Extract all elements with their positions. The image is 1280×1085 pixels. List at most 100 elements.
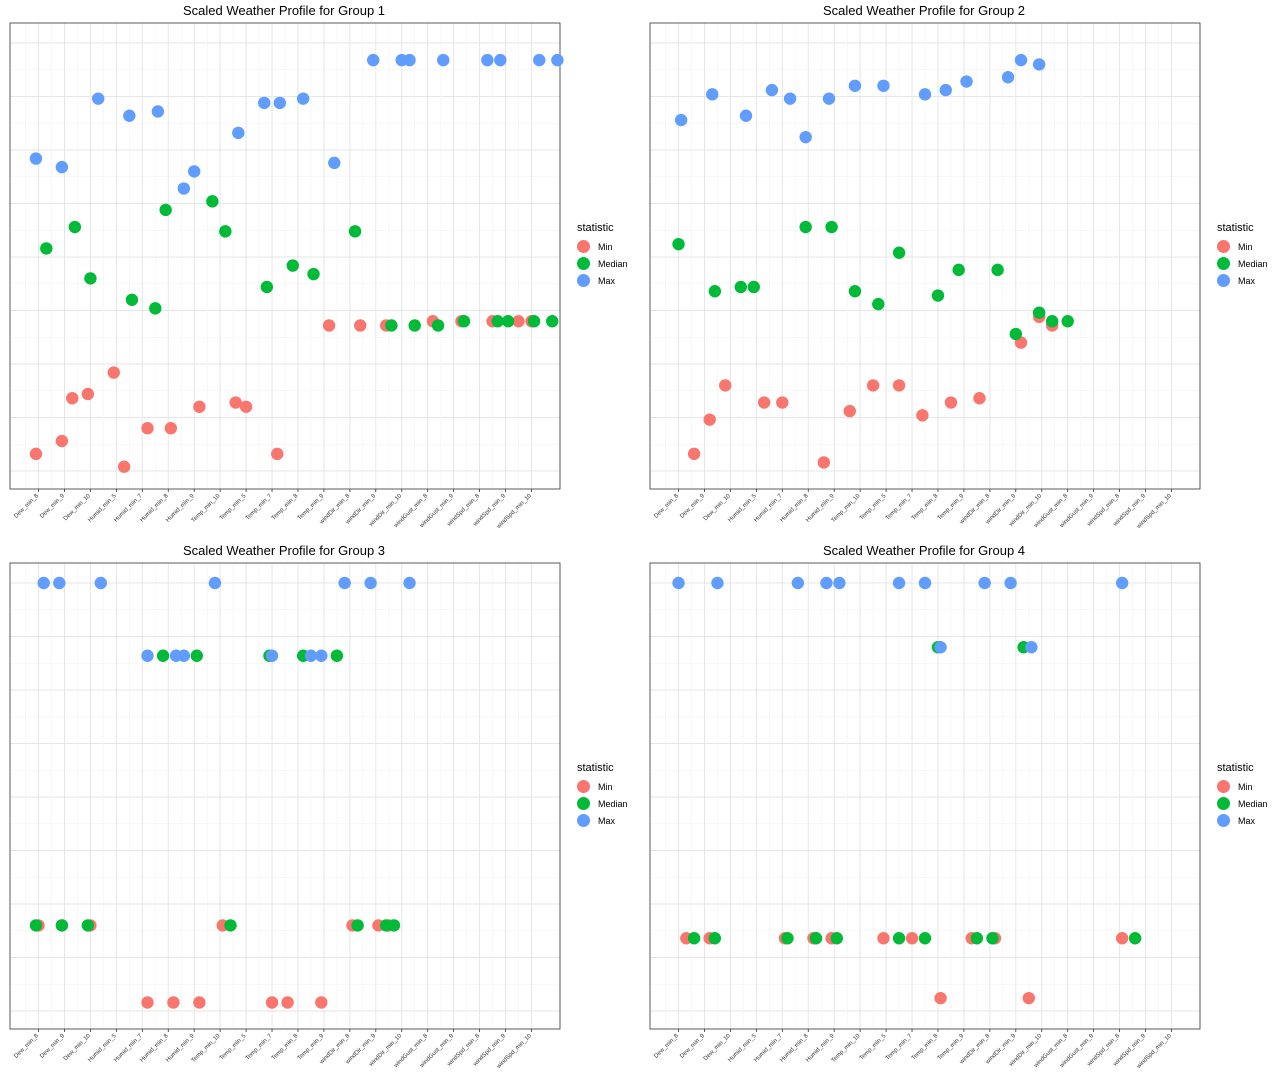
data-point (848, 79, 862, 93)
legend-key-dot (577, 274, 590, 287)
legend-item: Median (1217, 255, 1268, 272)
data-point (799, 130, 812, 144)
data-point (403, 53, 416, 67)
legend: statistic Min Median Max (577, 762, 628, 829)
data-point (757, 396, 771, 409)
data-point (177, 649, 191, 662)
data-point (403, 576, 416, 590)
data-point (960, 75, 973, 88)
grid (650, 563, 1200, 1029)
data-point (66, 392, 79, 405)
data-point (55, 160, 69, 174)
data-point (164, 422, 178, 435)
data-point (672, 576, 685, 590)
legend-label: Median (598, 258, 628, 269)
data-point (991, 263, 1004, 277)
data-point (747, 280, 760, 294)
data-point (1001, 71, 1015, 84)
data-point (1009, 327, 1023, 341)
data-point (229, 396, 242, 409)
legend: statistic Min Median Max (1217, 222, 1268, 289)
series-max (672, 576, 1129, 654)
data-point (208, 576, 222, 590)
data-point (825, 220, 838, 234)
data-point (706, 88, 719, 101)
legend-title: statistic (577, 762, 614, 774)
data-point (1014, 53, 1028, 67)
series-median (40, 195, 559, 332)
data-point (193, 400, 206, 413)
x-tick-label: Temp_min_8 (911, 493, 940, 522)
data-point (501, 315, 515, 328)
scatter-plot: Dew_min_8 Dew_min_9Dew_min_10Humid_min_5H… (9, 22, 564, 531)
chart-panel-group-1: Scaled Weather Profile for Group 1 Dew_m… (0, 0, 640, 540)
data-point (40, 242, 53, 255)
data-point (892, 246, 906, 259)
legend-label: Min (1238, 241, 1253, 252)
data-point (239, 400, 253, 413)
data-point (265, 649, 279, 662)
data-point (934, 991, 947, 1005)
data-point (546, 315, 559, 328)
data-point (338, 576, 351, 590)
data-point (848, 285, 862, 298)
data-point (322, 319, 336, 332)
data-point (1004, 576, 1017, 590)
data-point (315, 996, 328, 1009)
legend-key-dot (1217, 274, 1230, 287)
legend-title: statistic (1217, 762, 1254, 774)
data-point (224, 919, 237, 932)
data-point (81, 919, 95, 932)
scatter-plot: Dew_min_8 Dew_min_9Dew_min_10Humid_min_5H… (649, 22, 1201, 531)
data-point (533, 53, 546, 67)
data-point (348, 225, 362, 238)
legend-key-dot (577, 797, 590, 810)
legend-title: statistic (577, 222, 614, 234)
series-max (29, 53, 564, 195)
x-axis: Dew_min_8 Dew_min_9Dew_min_10Humid_min_5H… (13, 489, 533, 531)
data-point (1022, 991, 1035, 1005)
legend-label: Max (1238, 275, 1256, 286)
data-point (494, 53, 507, 67)
data-point (817, 456, 831, 469)
chart-title: Scaled Weather Profile for Group 1 (182, 3, 386, 18)
data-point (94, 576, 108, 590)
x-tick-label: Temp_min_5 (859, 493, 888, 522)
data-point (354, 319, 367, 332)
series-min (687, 310, 1059, 469)
data-point (809, 932, 823, 945)
data-point (833, 576, 846, 590)
grid (10, 563, 560, 1029)
data-point (193, 996, 206, 1009)
data-point (92, 92, 105, 105)
legend-item: Median (577, 255, 628, 272)
data-point (708, 932, 722, 945)
data-point (167, 996, 180, 1009)
x-tick-label: Temp_min_8 (911, 1033, 940, 1062)
data-point (296, 92, 310, 105)
data-point (437, 53, 450, 67)
data-point (687, 447, 701, 461)
plot-border (649, 562, 1201, 1030)
legend-item: Min (577, 238, 628, 255)
grid (650, 23, 1200, 489)
x-tick-label: Dew_min_9 (679, 493, 706, 520)
data-point (934, 641, 947, 654)
chart-title: Scaled Weather Profile for Group 3 (182, 543, 386, 558)
data-point (68, 220, 82, 234)
legend-title: statistic (1217, 222, 1254, 234)
legend-item: Median (1217, 795, 1268, 812)
legend-label: Min (598, 781, 613, 792)
data-point (232, 126, 245, 140)
data-point (877, 79, 890, 93)
legend-item: Min (577, 778, 628, 795)
x-tick-label: Temp_min_7 (245, 1033, 274, 1062)
chart-panel-group-3: Scaled Weather Profile for Group 3 Dew_m… (0, 540, 640, 1080)
grid (10, 23, 560, 489)
data-point (916, 409, 929, 422)
x-tick-label: Temp_min_5 (219, 1033, 248, 1062)
data-point (431, 319, 445, 332)
legend-label: Max (598, 815, 616, 826)
data-point (141, 649, 154, 662)
data-point (830, 932, 843, 945)
